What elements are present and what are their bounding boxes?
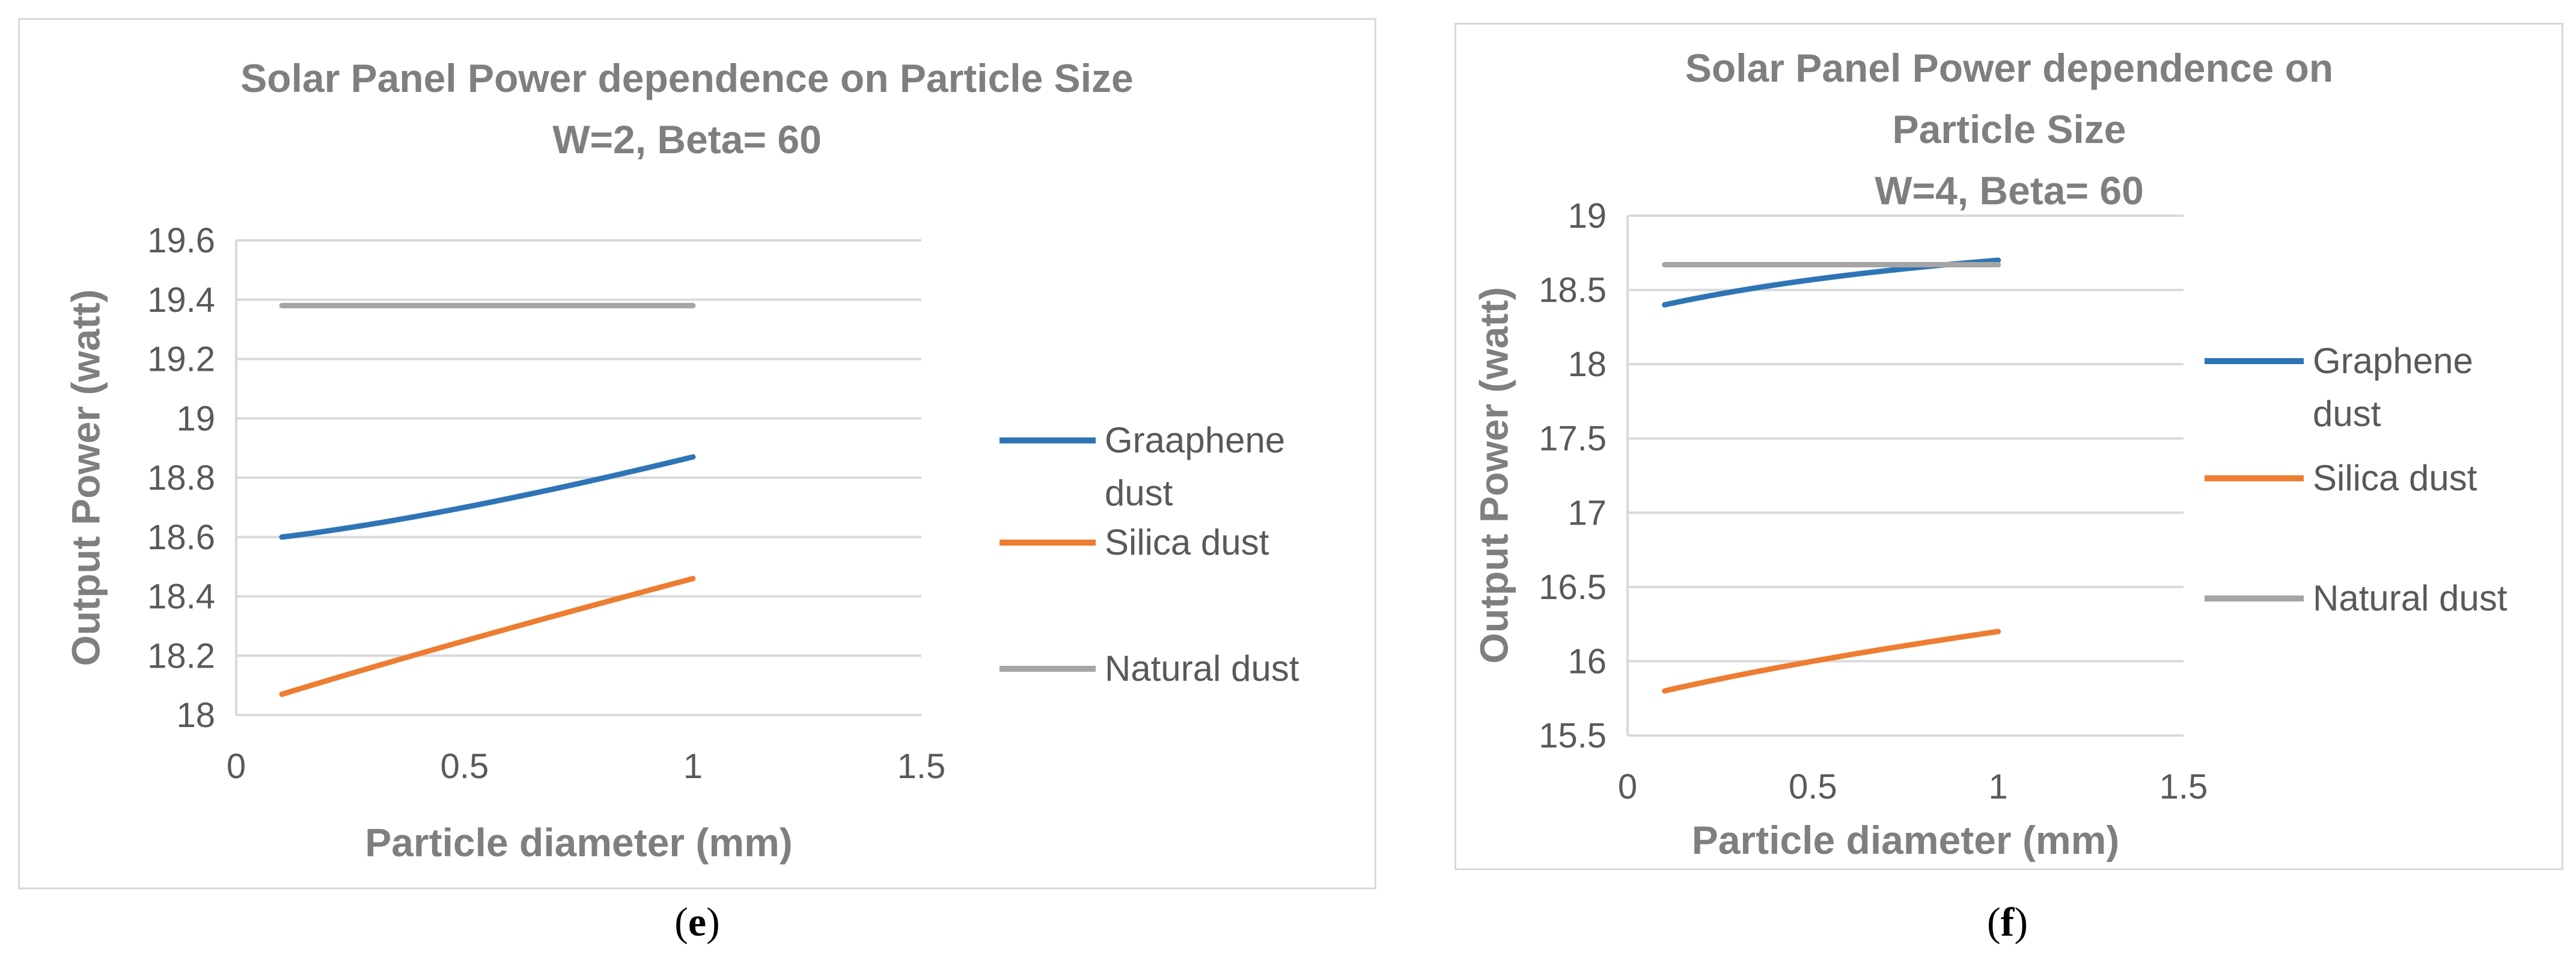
x-tick-label: 1.5 [897,747,946,786]
chart-title-line: W=4, Beta= 60 [1875,168,2144,213]
x-tick-label: 0.5 [441,747,489,786]
y-tick-label: 16 [1567,642,1607,681]
y-tick-label: 16.5 [1539,568,1607,607]
series-line-graaphene-dust [279,454,696,540]
chart-panel-e: Solar Panel Power dependence on Particle… [18,18,1376,889]
y-tick-label: 18.5 [1539,271,1607,310]
x-tick-label: 1 [1989,767,2008,806]
series-line-silica-dust [1662,629,2001,694]
x-tick-label: 1.5 [2159,767,2208,806]
y-tick-label: 18.6 [147,518,215,557]
y-tick-label: 19.2 [147,340,215,379]
y-tick-label: 19.6 [147,221,215,260]
y-tick-label: 18.8 [147,458,215,498]
y-tick-label: 19 [176,399,215,438]
y-tick-label: 15.5 [1539,716,1607,755]
series-line-silica-dust [279,576,696,697]
x-axis-label: Particle diameter (mm) [365,820,793,865]
chart-title-line: Solar Panel Power dependence on [1685,46,2333,90]
chart-title-line: Solar Panel Power dependence on Particle… [240,56,1134,100]
legend-label-silica-dust: Silica dust [2313,458,2477,498]
y-tick-label: 18.4 [147,577,215,616]
y-axis-label: Output Power (watt) [1471,287,1516,664]
y-tick-label: 18.2 [147,636,215,675]
y-tick-label: 17 [1567,493,1607,532]
legend-label-graaphene-dust: dust [1105,473,1173,513]
chart-title-line: W=2, Beta= 60 [552,117,822,162]
x-tick-label: 1 [683,747,703,786]
x-tick-label: 0 [1618,767,1637,806]
y-tick-label: 18 [1567,345,1607,384]
chart-e: Solar Panel Power dependence on Particle… [63,56,1299,865]
legend-label-silica-dust: Silica dust [1105,522,1269,562]
y-tick-label: 19 [1567,196,1607,236]
y-tick-label: 18 [176,696,215,735]
legend-label-graaphene-dust: Graaphene [1105,420,1285,460]
subfigure-label-f: (f) [1987,899,2028,945]
x-axis-label: Particle diameter (mm) [1692,818,2120,862]
x-tick-label: 0 [227,747,246,786]
y-tick-label: 19.4 [147,281,215,320]
chart-title-line: Particle Size [1893,107,2126,151]
y-axis-label: Output Power (watt) [63,290,108,666]
legend-label-natural-dust: Natural dust [2313,578,2507,618]
subfigure-label-e: (e) [674,899,720,945]
chart-f: Solar Panel Power dependence on Particle … [1471,46,2507,862]
legend-label-natural-dust: Natural dust [1105,648,1299,689]
chart-panel-f: Solar Panel Power dependence on Particle … [1454,23,2563,870]
legend-label-graphene-dust: dust [2313,394,2381,434]
legend-label-graphene-dust: Graphene [2313,341,2473,381]
x-tick-label: 0.5 [1789,767,1837,806]
y-tick-label: 17.5 [1539,419,1607,458]
